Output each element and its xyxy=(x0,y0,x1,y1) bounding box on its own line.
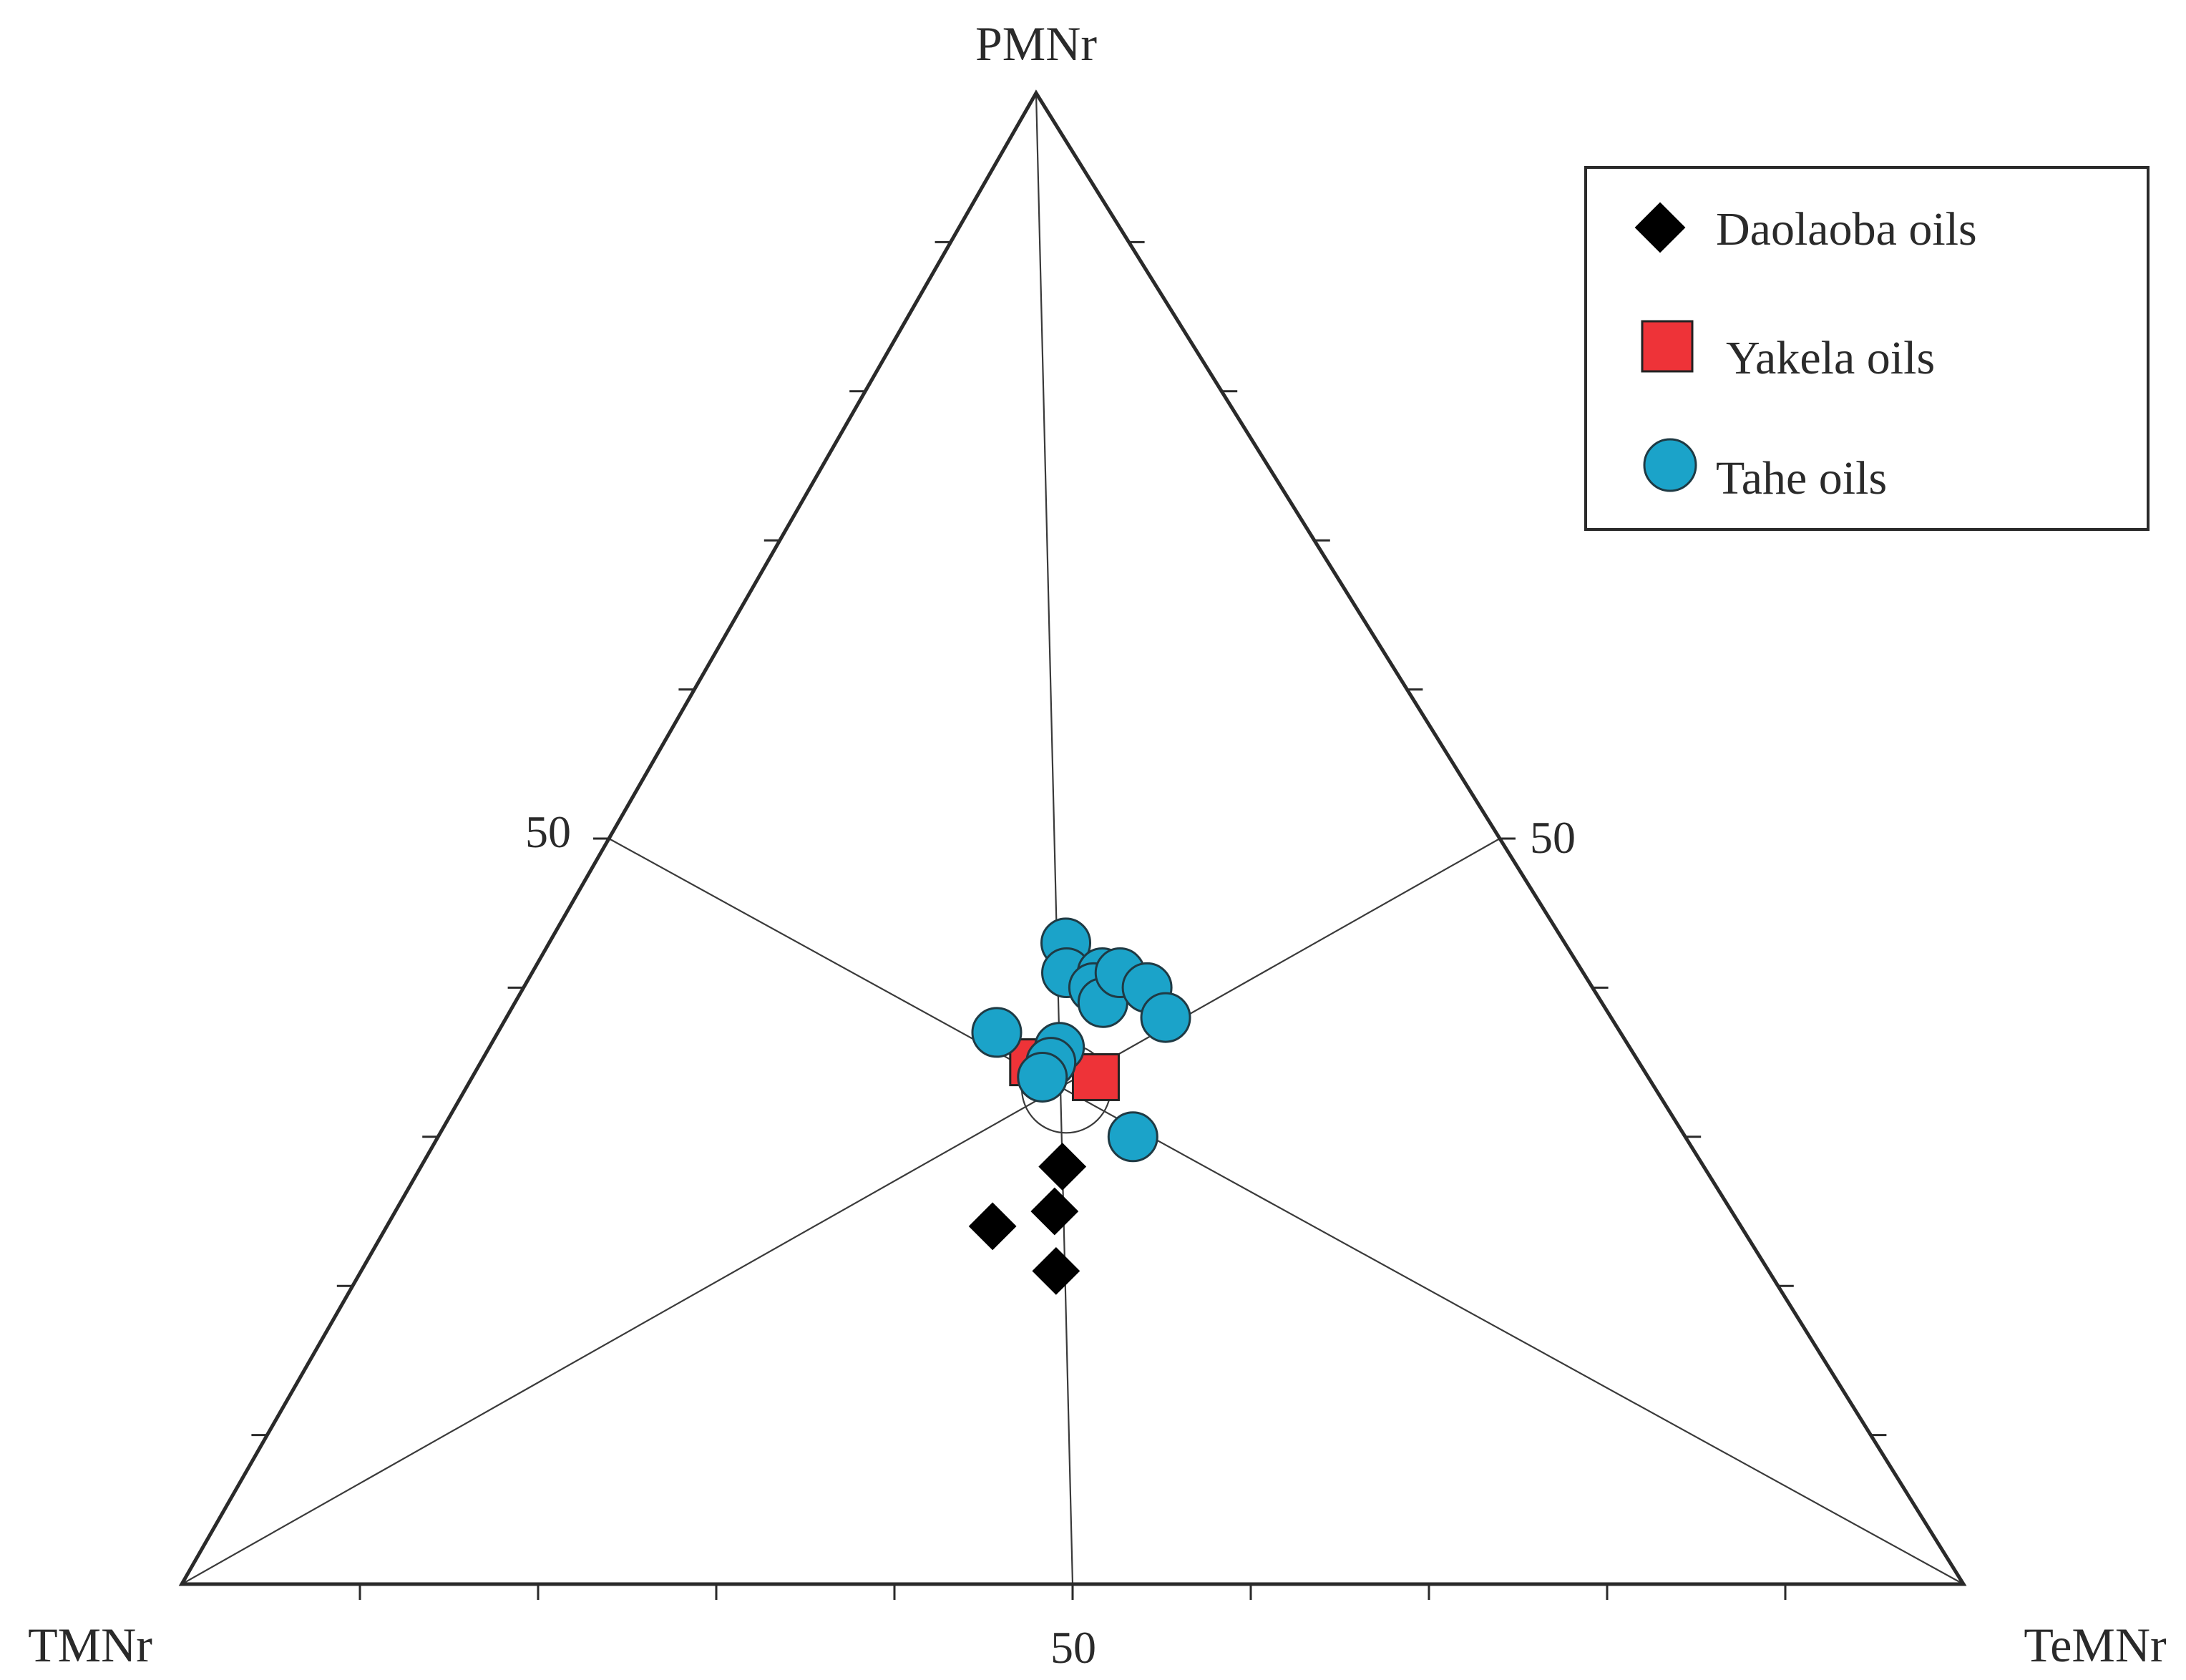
axis-label-right: TeMNr xyxy=(2024,1618,2167,1672)
legend: Daolaoba oils Yakela oils Tahe oils xyxy=(1584,166,2150,531)
median-line-temnr xyxy=(608,838,1964,1585)
daolaoba-point-3 xyxy=(968,1202,1017,1251)
median-line-tmnr xyxy=(181,838,1501,1585)
legend-diamond-shape xyxy=(1634,202,1686,253)
yakela-point-2 xyxy=(1071,1053,1120,1101)
tahe-point-13 xyxy=(1107,1111,1158,1163)
tahe-point-9 xyxy=(971,1007,1023,1058)
data-points xyxy=(968,917,1191,1295)
edge-ticks xyxy=(251,240,1887,1600)
legend-square-shape xyxy=(1641,320,1694,373)
axis-label-left: TMNr xyxy=(28,1618,152,1672)
median-lines xyxy=(181,92,1964,1585)
legend-marker-circle xyxy=(1643,438,1697,492)
tick-label-right-50: 50 xyxy=(1530,812,1576,863)
legend-label-daolaoba: Daolaoba oils xyxy=(1716,203,1977,255)
tahe-point-8 xyxy=(1140,992,1191,1043)
tahe-point-12 xyxy=(1017,1051,1068,1103)
legend-marker-square xyxy=(1641,320,1694,373)
median-line-pmnr xyxy=(1035,92,1074,1585)
tick-label-left-50: 50 xyxy=(525,806,571,857)
daolaoba-point-4 xyxy=(1032,1246,1080,1295)
tick-label-bottom-50: 50 xyxy=(1050,1622,1096,1673)
legend-label-tahe: Tahe oils xyxy=(1716,452,1887,504)
daolaoba-point-1 xyxy=(1038,1143,1087,1191)
daolaoba-point-2 xyxy=(1030,1187,1079,1236)
legend-marker-diamond xyxy=(1634,202,1686,253)
legend-label-yakela: Yakela oils xyxy=(1726,332,1935,384)
legend-circle-shape xyxy=(1643,438,1697,492)
axis-label-top: PMNr xyxy=(975,16,1097,71)
